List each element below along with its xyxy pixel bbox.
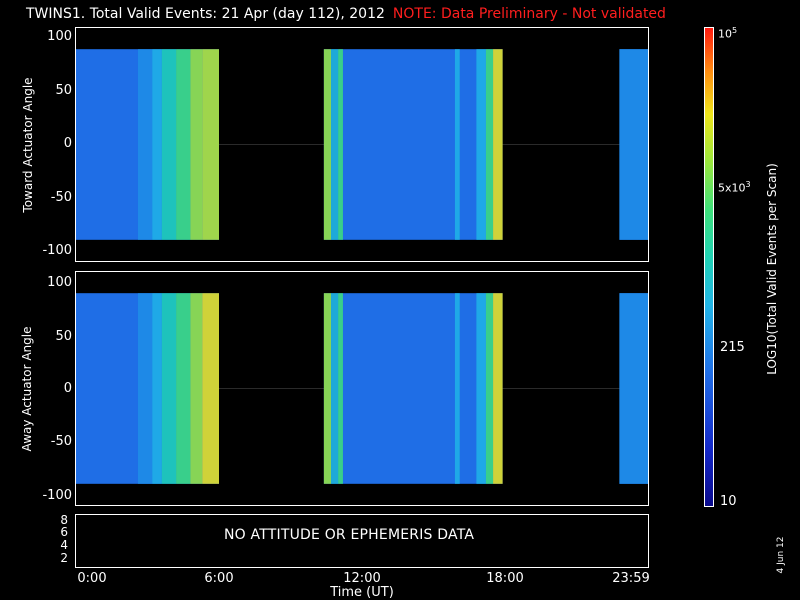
toward-ylabel: Toward Actuator Angle [21,77,35,213]
stripe-0-1 [152,49,162,240]
stripe-2-0 [619,49,648,240]
stripe-0-0 [137,49,153,240]
away-ytick--100: -100 [42,488,72,503]
title-note: NOTE: Data Preliminary - Not validated [392,6,666,22]
colorbar-min-label: 10 [720,494,737,509]
colorbar-mid-label: 5x103 [718,180,751,195]
colorbar-low-label: 215 [720,340,745,355]
colorbar [704,27,714,507]
no-attitude-message: NO ATTITUDE OR EPHEMERIS DATA [224,527,475,543]
away-ytick-0: 0 [63,381,72,396]
attitude-ytick-4: 4 [60,538,68,552]
stripe-1-5 [485,293,494,484]
toward-ytick--100: -100 [42,243,72,258]
stripe-1-2 [338,49,343,240]
stripe-0-4 [190,293,203,484]
stripe-1-1 [331,293,339,484]
stripe-0-4 [190,49,203,240]
attitude-ytick-8: 8 [60,513,68,527]
colorbar-title: LOG10(Total Valid Events per Scan) [765,163,779,375]
generation-date: 4 Jun 12 [776,536,786,574]
away-heatmap [76,293,648,484]
stripe-1-4 [476,49,486,240]
attitude-ytick-2: 2 [60,551,68,565]
xtick-0600: 6:00 [204,571,234,586]
toward-ytick-0: 0 [63,136,72,151]
attitude-panel: NO ATTITUDE OR EPHEMERIS DATA [75,514,649,568]
stripe-0-0 [137,293,153,484]
stripe-0-3 [176,293,191,484]
xaxis-label: Time (UT) [330,585,394,600]
stripe-1-6 [493,293,503,484]
attitude-ytick-6: 6 [60,525,68,539]
stripe-0-2 [161,293,177,484]
xtick-1800: 18:00 [486,571,524,586]
colorbar-max-label: 105 [718,26,738,41]
stripe-0-1 [152,293,162,484]
stripe-1-0 [323,49,332,240]
toward-ytick-100: 100 [47,29,72,44]
stripe-0-3 [176,49,191,240]
xtick-0000: 0:00 [77,571,107,586]
toward-heatmap [76,49,648,240]
data-block-2 [619,49,648,240]
title-main: TWINS1. Total Valid Events: 21 Apr (day … [26,6,385,22]
stripe-1-4 [476,293,486,484]
data-block-2 [619,293,648,484]
stripe-1-2 [338,293,343,484]
stripe-0-2 [161,49,177,240]
stripe-1-3 [454,293,460,484]
away-ytick-50: 50 [55,329,72,344]
xtick-2359: 23:59 [612,571,650,586]
stripe-1-1 [331,49,339,240]
away-ytick--50: -50 [50,434,72,449]
stripe-1-6 [493,49,503,240]
xtick-1200: 12:00 [343,571,381,586]
toward-ytick--50: -50 [50,190,72,205]
away-panel [75,271,649,506]
stripe-0-5 [202,293,219,484]
away-ylabel: Away Actuator Angle [20,326,34,452]
stripe-1-0 [323,293,332,484]
away-ytick-100: 100 [47,275,72,290]
data-block-1 [323,49,503,240]
toward-panel [75,27,649,262]
toward-ytick-50: 50 [55,83,72,98]
data-block-0 [76,293,219,484]
stripe-1-5 [485,49,494,240]
stripe-1-3 [454,49,460,240]
stripe-2-0 [619,293,648,484]
data-block-1 [323,293,503,484]
data-block-0 [76,49,219,240]
chart-title: TWINS1. Total Valid Events: 21 Apr (day … [26,6,666,22]
stripe-0-5 [202,49,219,240]
